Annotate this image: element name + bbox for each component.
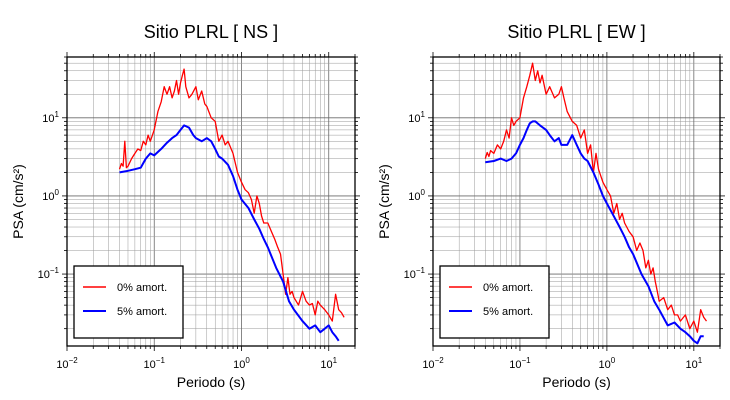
x-tick-exp: −1	[522, 356, 532, 365]
x-tick-exp: 1	[333, 356, 338, 365]
x-tick-label: 10−1	[144, 356, 166, 371]
x-axis-label: Periodo (s)	[542, 374, 610, 390]
y-axis-label: PSA (cm/s²)	[10, 164, 26, 239]
series-line-blue	[485, 120, 704, 345]
y-tick-exp: 1	[55, 110, 60, 119]
y-tick-base: 10	[408, 191, 420, 203]
legend: 0% amort. 5% amort.	[439, 265, 550, 339]
series-line-blue	[119, 124, 340, 342]
y-tick-exp: 0	[421, 188, 426, 197]
plot-frame	[66, 56, 356, 347]
x-tick-base: 10	[144, 359, 156, 371]
axis-ticks	[62, 52, 360, 351]
x-tick-label: 101	[320, 356, 337, 371]
x-tick-label: 10−2	[422, 356, 444, 371]
y-tick-label: 100	[408, 188, 425, 203]
y-tick-base: 10	[42, 113, 54, 125]
x-tick-base: 10	[56, 359, 68, 371]
y-tick-exp: 1	[421, 110, 426, 119]
x-tick-label: 101	[685, 356, 702, 371]
x-axis-label: Periodo (s)	[177, 374, 245, 390]
x-tick-exp: 0	[245, 356, 250, 365]
y-tick-exp: −1	[416, 266, 426, 275]
x-tick-base: 10	[509, 359, 521, 371]
legend-box	[439, 265, 550, 339]
x-tick-exp: 1	[698, 356, 703, 365]
legend-label: 0% amort.	[117, 282, 167, 294]
legend-label: 5% amort.	[483, 306, 533, 318]
plot-frame	[432, 56, 721, 347]
y-tick-label: 101	[42, 110, 59, 125]
x-tick-exp: −2	[435, 356, 445, 365]
y-tick-label: 101	[408, 110, 425, 125]
legend-label: 5% amort.	[117, 306, 167, 318]
y-tick-label: 100	[42, 188, 59, 203]
x-tick-label: 10−1	[509, 356, 531, 371]
series-line-red	[118, 68, 345, 322]
x-tick-base: 10	[599, 359, 611, 371]
x-tick-exp: −2	[69, 356, 79, 365]
y-tick-label: 10−1	[38, 266, 60, 281]
y-tick-base: 10	[408, 113, 420, 125]
series-line-red	[484, 62, 708, 333]
y-tick-exp: −1	[50, 266, 60, 275]
legend-label: 0% amort.	[483, 282, 533, 294]
axis-ticks	[428, 52, 725, 351]
legend-box	[73, 265, 184, 339]
y-tick-base: 10	[404, 269, 416, 281]
legend: 0% amort. 5% amort.	[73, 265, 184, 339]
x-tick-base: 10	[320, 359, 332, 371]
x-tick-label: 100	[599, 356, 616, 371]
x-tick-label: 100	[233, 356, 250, 371]
chart-title: Sitio PLRL [ NS ]	[144, 22, 278, 42]
chart-title: Sitio PLRL [ EW ]	[507, 22, 645, 42]
y-tick-exp: 0	[55, 188, 60, 197]
x-tick-exp: 0	[611, 356, 616, 365]
x-tick-base: 10	[685, 359, 697, 371]
y-tick-label: 10−1	[404, 266, 426, 281]
x-tick-label: 10−2	[56, 356, 78, 371]
y-tick-base: 10	[38, 269, 50, 281]
x-tick-exp: −1	[156, 356, 166, 365]
y-axis-label: PSA (cm/s²)	[376, 164, 392, 239]
grid	[433, 57, 720, 346]
x-tick-base: 10	[233, 359, 245, 371]
x-tick-base: 10	[422, 359, 434, 371]
y-tick-base: 10	[42, 191, 54, 203]
